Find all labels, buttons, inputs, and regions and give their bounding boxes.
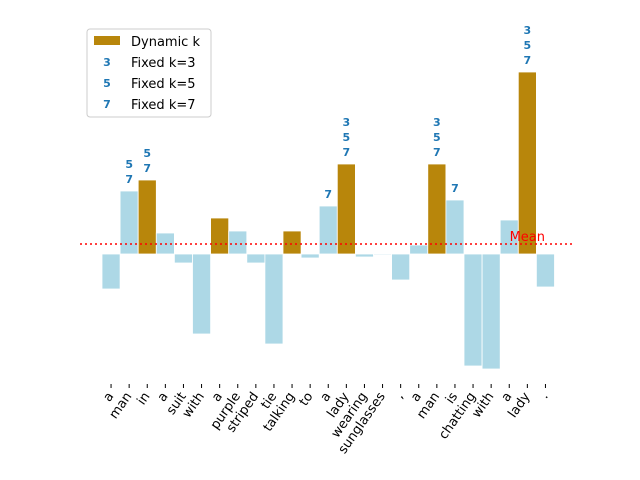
bar — [137, 179, 157, 255]
x-tick-label: in — [134, 390, 153, 408]
bar-annotation: 3 — [524, 24, 532, 37]
x-tick-label: , — [392, 390, 407, 402]
bar — [463, 253, 483, 367]
bar-annotation: 7 — [125, 173, 133, 186]
legend-label: Fixed k=5 — [131, 77, 196, 92]
bar-annotation: 7 — [451, 182, 459, 195]
bar-annotation: 7 — [143, 162, 151, 175]
bar — [517, 71, 537, 255]
bar — [318, 205, 338, 255]
bar — [336, 163, 356, 255]
bar — [391, 253, 411, 281]
bar-annotation: 5 — [143, 147, 151, 160]
bar-annotation: 3 — [433, 116, 441, 129]
bar-annotation: 5 — [524, 39, 532, 52]
legend-label: Fixed k=7 — [131, 98, 196, 113]
bar — [300, 253, 320, 259]
legend-marker: 7 — [103, 98, 111, 111]
bar — [228, 230, 248, 255]
legend-marker: 3 — [103, 56, 111, 69]
bar — [101, 253, 121, 290]
bar — [536, 253, 555, 288]
bar — [192, 253, 212, 335]
bar-annotation: 3 — [343, 116, 351, 129]
bar — [481, 253, 501, 370]
bar-annotation: 5 — [343, 131, 351, 144]
bar — [427, 163, 447, 255]
x-tick-label: . — [537, 390, 552, 402]
bar — [445, 199, 465, 255]
bar — [354, 253, 374, 258]
bar — [373, 253, 393, 256]
legend-label: Dynamic k — [131, 35, 200, 50]
bar-annotation: 5 — [125, 158, 133, 171]
bar-annotation: 5 — [433, 131, 441, 144]
bar — [210, 217, 230, 255]
bar-annotation: 7 — [324, 188, 332, 201]
x-tick-label: lady — [506, 389, 534, 420]
legend-marker: 5 — [103, 77, 111, 90]
legend-box — [86, 28, 212, 118]
bar-annotation: 7 — [433, 146, 441, 159]
bar-annotation: 7 — [343, 146, 351, 159]
legend-swatch — [94, 36, 120, 45]
legend-label: Fixed k=3 — [131, 56, 196, 71]
bar-annotation: 7 — [524, 54, 532, 67]
bar — [173, 253, 193, 264]
bar — [264, 253, 284, 345]
bar — [246, 253, 266, 264]
bar — [409, 244, 429, 255]
mean-label: Mean — [510, 230, 545, 245]
x-tick-label: to — [297, 390, 317, 409]
bar — [282, 230, 302, 255]
